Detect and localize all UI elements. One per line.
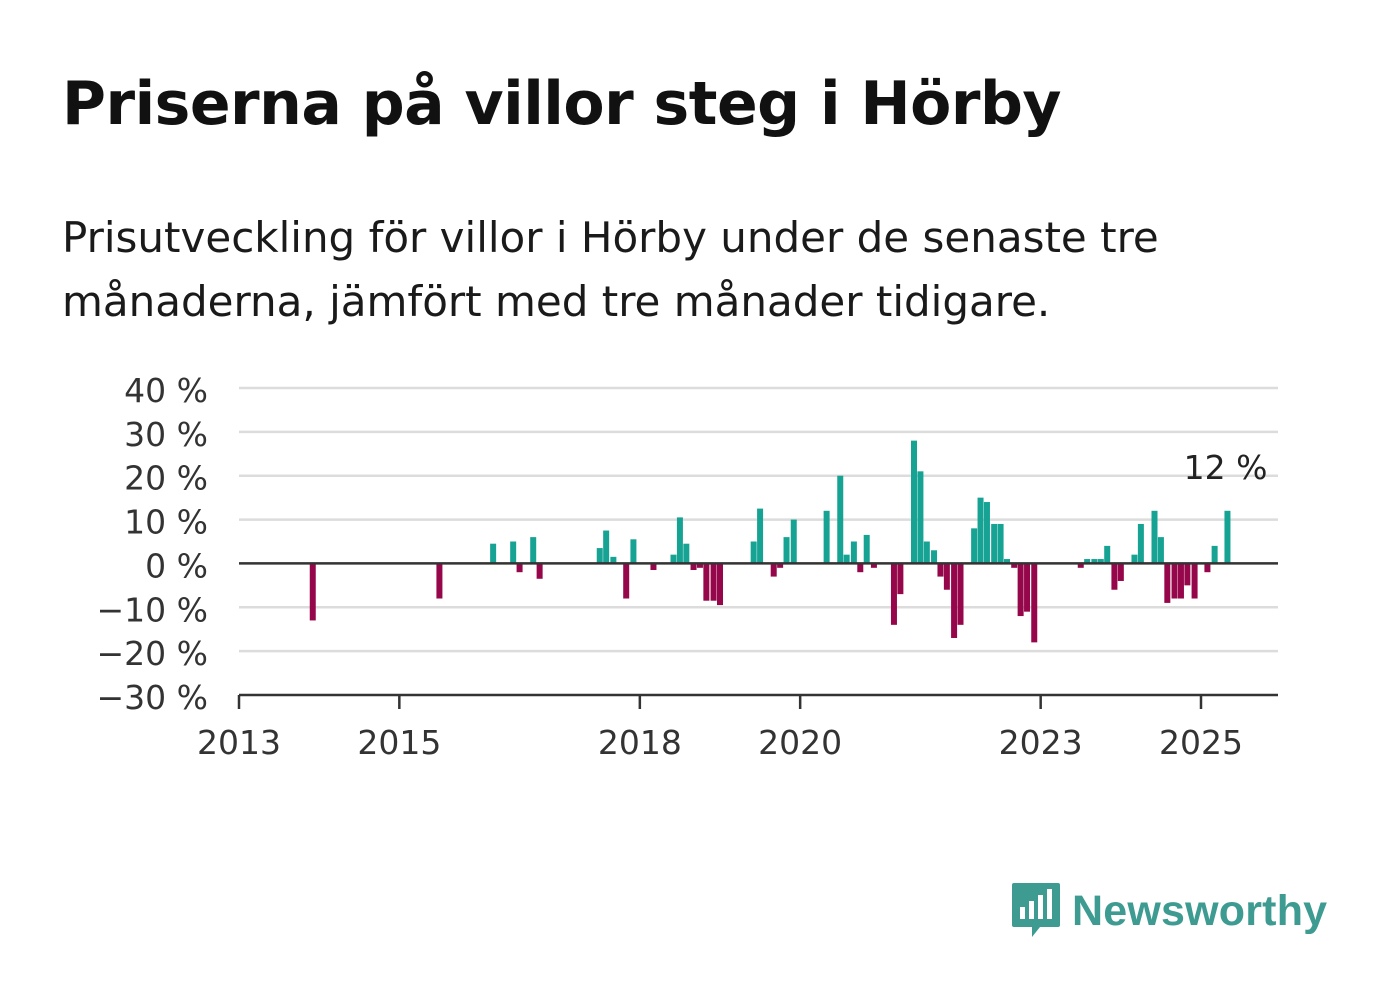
bar	[1003, 559, 1010, 564]
bar	[997, 523, 1004, 564]
bar	[1211, 545, 1218, 564]
bar	[777, 563, 784, 568]
bar	[1151, 510, 1158, 564]
bar	[917, 471, 924, 564]
bar	[630, 539, 637, 564]
axes	[237, 562, 1278, 709]
brand-name: Newsworthy	[1072, 886, 1328, 935]
x-tick-label: 2020	[758, 723, 842, 762]
x-tick-label: 2013	[197, 723, 281, 762]
bar	[596, 548, 603, 564]
y-tick-label: 10 %	[124, 503, 208, 542]
bar	[696, 563, 703, 568]
bar	[1091, 559, 1098, 564]
x-tick-label: 2018	[598, 723, 682, 762]
bar	[603, 530, 610, 564]
bar	[703, 563, 710, 601]
bar	[897, 563, 904, 595]
bar	[1117, 563, 1124, 581]
bar	[530, 537, 537, 564]
bar	[923, 541, 930, 564]
y-tick-label: −30 %	[97, 678, 209, 717]
bar	[1224, 510, 1231, 564]
bar	[1104, 545, 1111, 564]
y-tick-label: 0 %	[145, 546, 208, 585]
bars	[309, 440, 1231, 643]
bar	[670, 554, 677, 564]
bar	[1164, 563, 1171, 603]
x-tick-label: 2023	[999, 723, 1083, 762]
bar	[857, 563, 864, 573]
y-tick-label: −10 %	[97, 590, 209, 629]
bar	[690, 563, 697, 571]
bar	[516, 563, 523, 573]
bar	[890, 563, 897, 625]
bar	[650, 563, 657, 571]
bar	[1171, 563, 1178, 599]
chart-title: Priserna på villor steg i Hörby	[62, 69, 1062, 139]
bar	[683, 543, 690, 564]
bar	[837, 475, 844, 564]
bar	[1031, 563, 1038, 643]
bar	[1131, 554, 1138, 564]
y-tick-label: 40 %	[124, 371, 208, 410]
y-tick-label: −20 %	[97, 634, 209, 673]
bar	[1177, 563, 1184, 599]
bar	[1017, 563, 1024, 617]
bar	[770, 563, 777, 577]
tick-labels: 40 % 30 % 20 % 10 % 0 % −10 % −20 % −30 % 2013 20…	[97, 371, 1268, 762]
bar	[536, 563, 543, 579]
bar	[510, 541, 517, 564]
bar	[943, 563, 950, 590]
bar	[977, 497, 984, 564]
bar	[757, 508, 764, 564]
bar	[623, 563, 630, 599]
bar	[843, 554, 850, 564]
bar	[870, 563, 877, 568]
bar	[750, 541, 757, 564]
bar	[850, 541, 857, 564]
bar	[1204, 563, 1211, 573]
bar	[783, 537, 790, 564]
bar	[1157, 537, 1164, 564]
bar	[991, 523, 998, 564]
bar	[1077, 563, 1084, 568]
bar	[911, 440, 918, 564]
bar	[1184, 563, 1191, 586]
bar	[937, 563, 944, 577]
bar	[717, 563, 723, 606]
bar	[309, 563, 316, 621]
bar	[951, 563, 958, 638]
bar	[1191, 563, 1198, 599]
x-tick-label: 2025	[1159, 723, 1243, 762]
bar	[823, 510, 830, 564]
x-tick-label: 2015	[357, 723, 441, 762]
bar	[863, 534, 870, 564]
chart-subtitle: Prisutveckling för villor i Hörby under …	[62, 213, 1159, 326]
bar	[1097, 559, 1104, 564]
y-tick-label: 20 %	[124, 459, 208, 498]
newsworthy-logo-icon	[1012, 883, 1060, 937]
bar	[1011, 563, 1018, 568]
bar	[1084, 559, 1091, 564]
bar	[983, 502, 990, 564]
bar	[1111, 563, 1118, 590]
bar	[1137, 523, 1144, 564]
bar	[710, 563, 717, 601]
bar	[931, 550, 938, 564]
latest-value-annotation: 12 %	[1184, 448, 1268, 487]
bar	[957, 563, 964, 625]
bar	[790, 519, 797, 564]
bar	[436, 563, 443, 599]
bar	[490, 543, 497, 564]
newsworthy-logo: Newsworthy	[1010, 880, 1327, 942]
bar	[1024, 563, 1031, 612]
y-tick-label: 30 %	[124, 415, 208, 454]
bar	[971, 528, 978, 564]
bar	[610, 556, 617, 564]
bar	[676, 517, 683, 564]
